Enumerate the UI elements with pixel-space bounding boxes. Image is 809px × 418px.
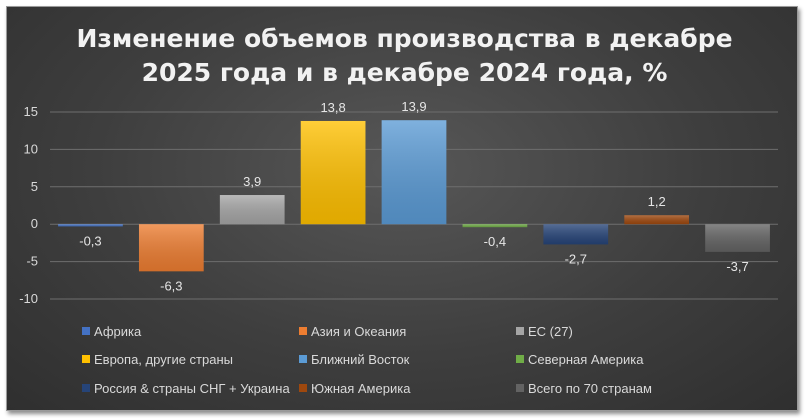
bar-shade	[462, 224, 528, 228]
data-label: 1,2	[648, 194, 666, 209]
legend-label: Южная Америка	[311, 381, 411, 396]
bar-shade	[58, 224, 123, 227]
y-tick-label: -5	[26, 254, 38, 269]
legend-swatch	[516, 327, 524, 335]
legend-swatch	[82, 384, 90, 392]
legend-swatch	[299, 355, 307, 363]
legend-label: Ближний Восток	[311, 352, 410, 367]
data-label: -0,4	[484, 234, 506, 249]
y-tick-label: 10	[24, 141, 38, 156]
legend-swatch	[299, 327, 307, 335]
data-label: -6,3	[160, 278, 182, 293]
legend-swatch	[516, 355, 524, 363]
y-tick-label: 5	[31, 179, 38, 194]
bar-shade	[138, 224, 204, 272]
data-label: 13,8	[320, 100, 345, 115]
bar-shade	[300, 120, 366, 225]
data-label: 13,9	[401, 99, 426, 114]
data-label: -2,7	[565, 251, 587, 266]
legend: Африка Азия и Океания ЕС (27) Европа, други…	[82, 324, 652, 396]
y-tick-label: -10	[19, 291, 38, 306]
bar-shade	[543, 224, 609, 245]
bar-shade	[381, 120, 447, 225]
chart-title: Изменение объемов производства в декабре…	[76, 24, 733, 87]
data-labels: -0,3 -6,3 3,9 13,8 13,9 -0,4 -2,7 1,2 -3,7	[79, 99, 749, 293]
y-axis: 15 10 5 0 -5 -10	[19, 104, 38, 306]
legend-swatch	[299, 384, 307, 392]
data-label: -0,3	[79, 233, 101, 248]
legend-label: Африка	[94, 324, 142, 339]
legend-label: Европа, другие страны	[94, 352, 233, 367]
bars	[58, 120, 770, 272]
data-label: -3,7	[726, 259, 748, 274]
y-tick-label: 0	[31, 216, 38, 231]
legend-label: ЕС (27)	[528, 324, 573, 339]
legend-swatch	[516, 384, 524, 392]
y-tick-label: 15	[24, 104, 38, 119]
legend-label: Всего по 70 странам	[528, 381, 652, 396]
bar-shade	[624, 215, 690, 225]
legend-swatch	[82, 355, 90, 363]
legend-label: Россия & страны СНГ + Украина	[94, 381, 290, 396]
bar-shade	[705, 224, 770, 252]
bar-shade	[219, 195, 285, 225]
legend-label: Северная Америка	[528, 352, 644, 367]
legend-swatch	[82, 327, 90, 335]
legend-label: Азия и Океания	[311, 324, 406, 339]
data-label: 3,9	[243, 174, 261, 189]
